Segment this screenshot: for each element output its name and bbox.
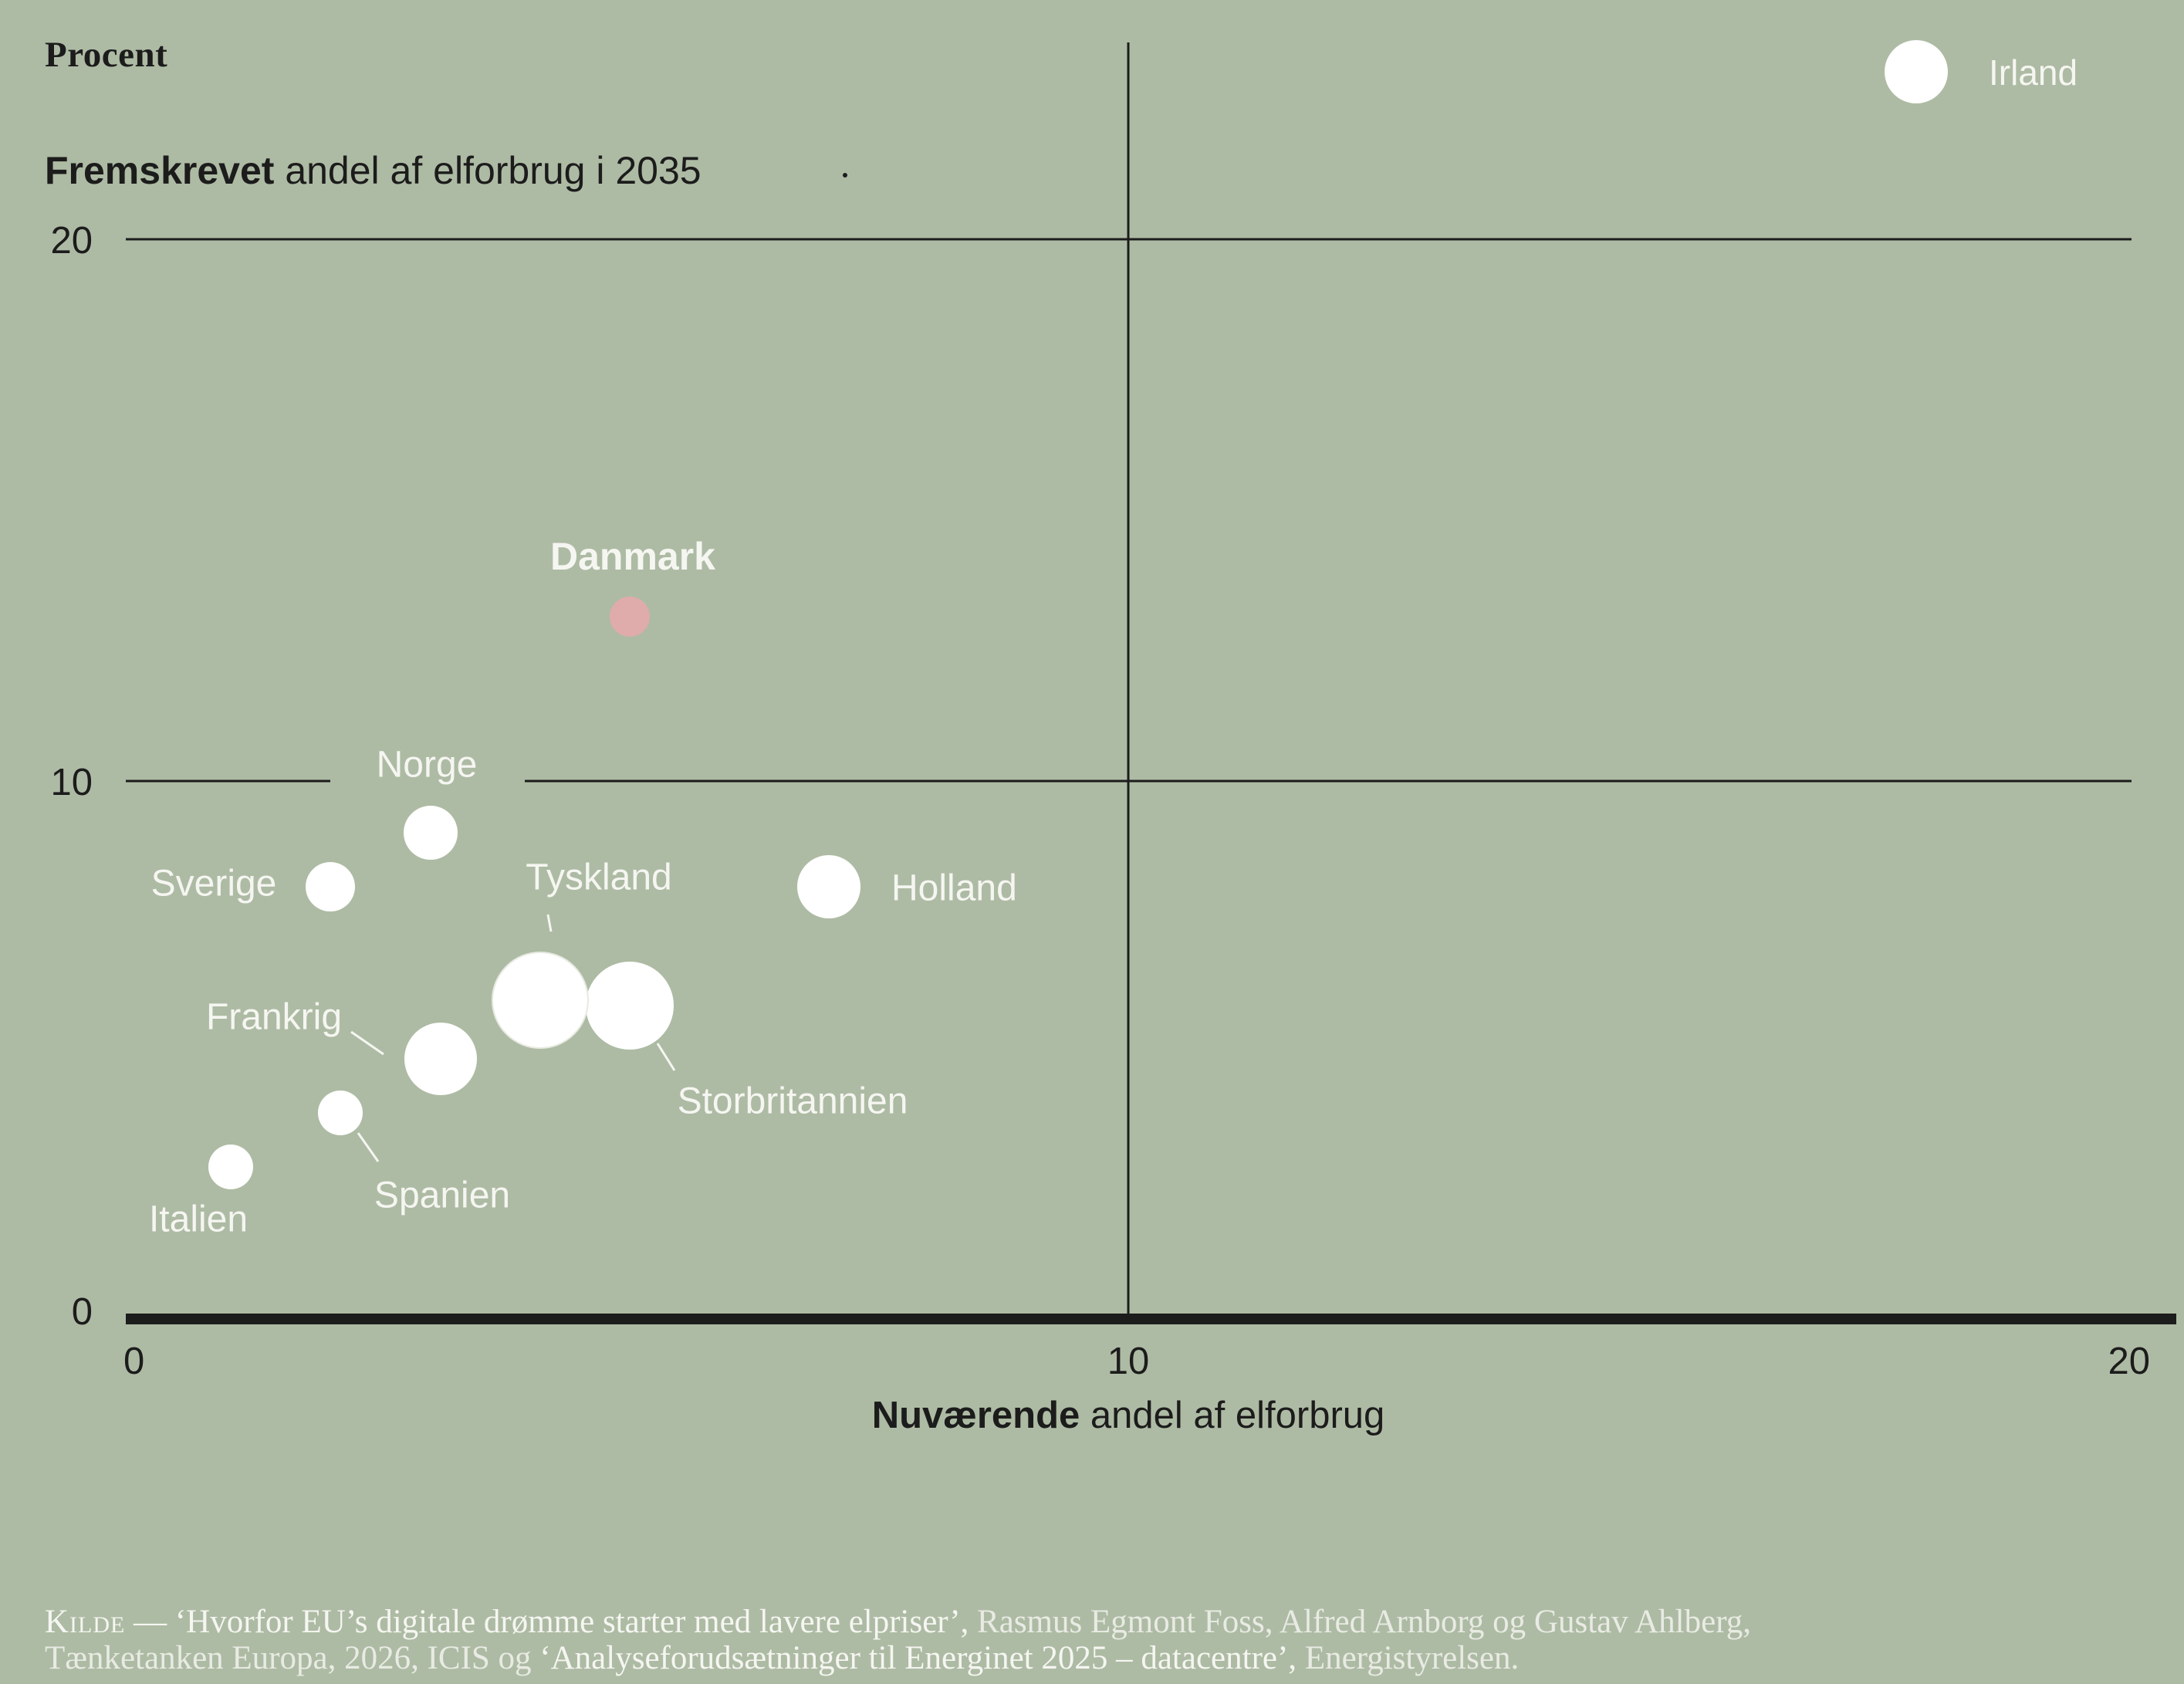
- label-irland: Irland: [1989, 52, 2078, 93]
- bubble-spanien: [318, 1091, 363, 1135]
- source-segment: ‘Hvorfor EU’s digitale drømme starter me…: [174, 1604, 978, 1640]
- y-axis-title: Fremskrevet andel af elforbrug i 2035: [45, 148, 702, 193]
- label-tyskland: Tyskland: [526, 857, 672, 898]
- ink-speck: [843, 173, 847, 178]
- y-tick-20: 20: [50, 220, 93, 262]
- y-tick-10: 10: [50, 762, 93, 803]
- source-line-1: Kilde — ‘Hvorfor EU’s digitale drømme st…: [45, 1604, 1751, 1640]
- bubble-storbritannien: [586, 962, 674, 1050]
- bubble-italien: [208, 1145, 253, 1189]
- x-tick-0: 0: [123, 1341, 145, 1382]
- y-tick-0: 0: [71, 1291, 93, 1333]
- label-spanien: Spanien: [374, 1175, 511, 1216]
- label-norge: Norge: [376, 744, 478, 786]
- source-segment: ‘Analyseforudsætninger til Energinet 202…: [539, 1640, 1305, 1676]
- x-axis-line: [126, 1314, 2176, 1324]
- source-segment: Energistyrelsen.: [1304, 1640, 1520, 1676]
- label-danmark: Danmark: [550, 535, 715, 578]
- source-line-2: Tænketanken Europa, 2026, ICIS og ‘Analy…: [45, 1640, 1751, 1676]
- bubble-sverige: [306, 862, 355, 911]
- x-axis-title-rest: andel af elforbrug: [1080, 1395, 1385, 1436]
- x-axis-title: Nuværende andel af elforbrug: [872, 1394, 1385, 1437]
- source-segment: —: [125, 1604, 175, 1640]
- source-segment: Kilde: [45, 1604, 126, 1640]
- label-sverige: Sverige: [150, 863, 277, 905]
- label-italien: Italien: [148, 1199, 248, 1240]
- y-axis-title-rest: andel af elforbrug i 2035: [274, 149, 702, 192]
- bubble-danmark: [610, 597, 650, 637]
- source-segment: Tænketanken Europa, 2026, ICIS og: [45, 1640, 540, 1676]
- label-storbritannien: Storbritannien: [677, 1080, 908, 1122]
- label-frankrig: Frankrig: [205, 996, 343, 1038]
- label-holland: Holland: [891, 867, 1017, 909]
- x-axis-title-bold: Nuværende: [871, 1395, 1080, 1436]
- bubble-holland: [797, 855, 860, 918]
- bubble-irland: [1885, 40, 1948, 103]
- bubble-frankrig: [404, 1023, 477, 1095]
- leader-line-spanien: [357, 1132, 380, 1162]
- leader-line-storbritannien: [656, 1043, 676, 1071]
- unit-kicker: Procent: [45, 35, 168, 75]
- bubble-norge: [404, 806, 458, 860]
- bubble-tyskland: [492, 952, 589, 1049]
- source-note: Kilde — ‘Hvorfor EU’s digitale drømme st…: [45, 1604, 1751, 1676]
- x-tick-10: 10: [1107, 1341, 1150, 1382]
- source-segment: Rasmus Egmont Foss, Alfred Arnborg og Gu…: [977, 1604, 1751, 1640]
- leader-line-tyskland: [546, 914, 553, 932]
- leader-line-frankrig: [350, 1030, 384, 1056]
- y-axis-title-bold: Fremskrevet: [45, 149, 275, 192]
- x-tick-20: 20: [2108, 1341, 2150, 1382]
